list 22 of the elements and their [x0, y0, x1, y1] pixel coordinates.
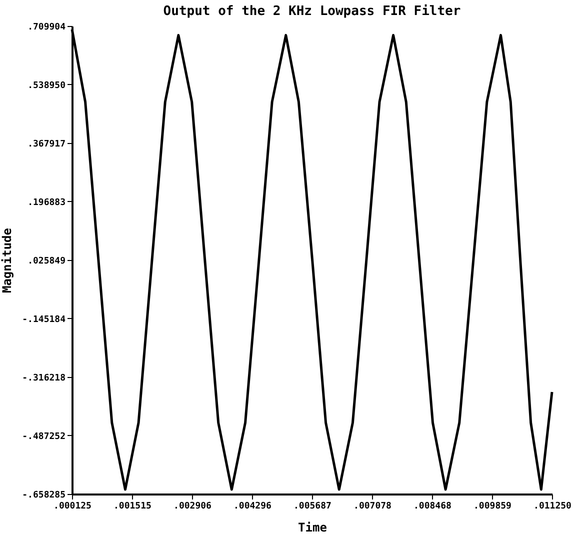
line-series	[70, 28, 554, 491]
x-tick-label: .008468	[414, 502, 452, 512]
x-tick-label: .000125	[54, 502, 92, 512]
y-tick-label: -.487252	[22, 432, 66, 442]
y-tick-label: -.658285	[22, 490, 66, 500]
x-tick-label: .001515	[114, 502, 152, 512]
y-tick-label: .709904	[28, 22, 66, 32]
x-tick-label: .011250	[534, 502, 572, 512]
x-tick-label: .002906	[174, 502, 212, 512]
x-tick-label: .005687	[294, 502, 332, 512]
y-tick-label: .025849	[28, 256, 66, 266]
chart-title: Output of the 2 KHz Lowpass FIR Filter	[163, 4, 461, 19]
x-tick-label: .009859	[474, 502, 512, 512]
y-tick-label: .367917	[28, 139, 66, 150]
y-axis-title: Magnitude	[0, 228, 14, 294]
x-tick-label: .007078	[354, 502, 392, 512]
x-axis-title: Time	[298, 520, 327, 534]
y-tick-label: .196883	[28, 198, 66, 208]
y-tick-label: .538950	[28, 80, 66, 91]
y-tick-label: -.316218	[22, 373, 66, 384]
x-tick-label: .004296	[233, 502, 272, 512]
y-tick-label: -.145184	[22, 314, 66, 325]
